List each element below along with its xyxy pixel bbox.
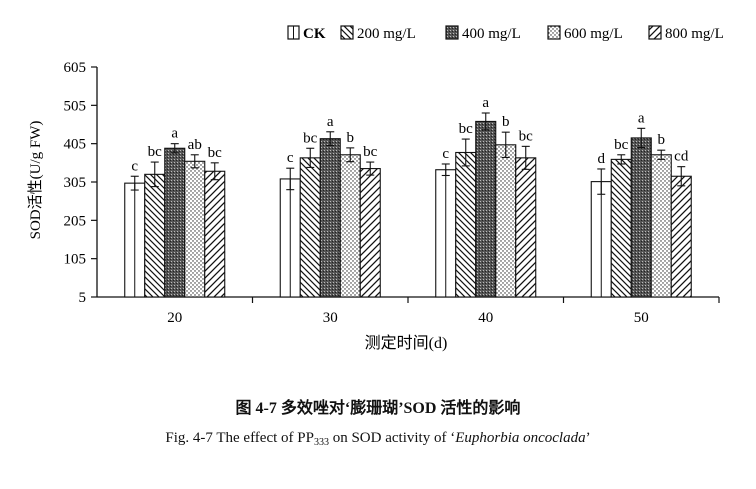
bar (144, 173, 166, 298)
significance-letter: bc (208, 145, 223, 161)
legend-item-400: 400 mg/L (445, 25, 521, 42)
legend-item-200: 200 mg/L (340, 25, 416, 42)
x-axis-label: 测定时间(d) (365, 334, 448, 352)
x-tick-label: 50 (634, 310, 649, 326)
significance-letter: b (347, 130, 355, 146)
bar (164, 147, 186, 298)
chart-legend: CK 200 mg/L 400 mg/L 600 mg/L 800 mg/L (287, 25, 724, 42)
bar (610, 158, 632, 298)
significance-letter: b (502, 114, 510, 130)
caption-en-suffix: ’ (585, 430, 591, 446)
x-tick-label: 20 (167, 310, 182, 326)
significance-letter: c (131, 158, 138, 174)
bar (359, 168, 381, 298)
significance-letter: c (287, 150, 294, 166)
legend-swatch-400 (445, 25, 459, 40)
figure-caption-chinese: 图 4-7 多效唑对‘膨珊瑚’SOD 活性的影响 (235, 400, 521, 417)
legend-item-600: 600 mg/L (547, 25, 623, 42)
legend-label-600: 600 mg/L (564, 26, 623, 42)
caption-en-species: Euphorbia oncoclada (455, 430, 586, 446)
caption-en-subscript: 333 (313, 437, 329, 448)
x-tick-label: 30 (323, 310, 338, 326)
bar (319, 138, 341, 298)
x-ticks: 20 30 40 50 (167, 297, 720, 326)
significance-letter: a (482, 95, 489, 111)
bar (670, 175, 692, 298)
significance-letter: c (442, 146, 449, 162)
y-tick-label: 205 (64, 213, 87, 229)
significance-letter: bc (303, 130, 318, 146)
bar (630, 137, 652, 298)
bar (299, 157, 321, 298)
bar (204, 170, 226, 298)
significance-letter: b (658, 132, 666, 148)
significance-letter: bc (459, 121, 474, 137)
legend-item-800: 800 mg/L (648, 25, 724, 42)
legend-label-ck: CK (303, 26, 326, 42)
y-tick-label: 505 (64, 98, 87, 114)
bar (475, 120, 497, 298)
bar (495, 144, 517, 298)
significance-letter: a (327, 114, 334, 130)
y-tick-label: 605 (64, 60, 87, 76)
figure-caption-english: Fig. 4-7 The effect of PP333 on SOD acti… (0, 430, 756, 448)
legend-swatch-600 (547, 25, 561, 40)
significance-letter: d (598, 151, 606, 167)
bar (184, 160, 206, 298)
y-tick-label: 305 (64, 175, 87, 191)
y-axis-label: SOD活性(U/g FW) (27, 121, 44, 240)
legend-item-ck: CK (287, 25, 326, 42)
bar (455, 151, 477, 298)
y-tick-label: 5 (79, 290, 87, 306)
y-tick-label: 105 (64, 252, 87, 268)
y-tick-label: 405 (64, 137, 87, 153)
legend-label-400: 400 mg/L (462, 26, 521, 42)
legend-swatch-200 (340, 25, 354, 40)
caption-en-prefix: Fig. 4-7 The effect of PP (165, 430, 314, 446)
significance-letter: bc (614, 137, 629, 153)
significance-letter: bc (363, 144, 378, 160)
significance-letter: a (171, 126, 178, 142)
sod-bar-chart: CK 200 mg/L 400 mg/L 600 mg/L 800 mg/L S… (27, 25, 724, 352)
bar (339, 154, 361, 298)
legend-label-200: 200 mg/L (357, 26, 416, 42)
bar (515, 157, 537, 298)
legend-label-800: 800 mg/L (665, 26, 724, 42)
significance-letter: bc (519, 128, 534, 144)
significance-letter: a (638, 110, 645, 126)
legend-swatch-800 (648, 25, 662, 40)
significance-letter: cd (674, 149, 689, 165)
significance-letter: ab (188, 137, 202, 153)
bar (650, 154, 672, 298)
caption-en-middle: on SOD activity of ‘ (328, 430, 456, 446)
significance-letter: bc (148, 144, 163, 160)
x-tick-label: 40 (478, 310, 493, 326)
y-ticks: 5 105 205 305 405 505 605 (64, 60, 97, 306)
